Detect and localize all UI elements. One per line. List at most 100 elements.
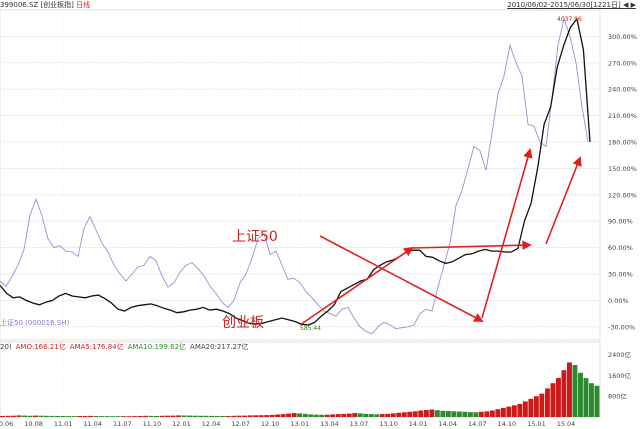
volume-bar	[379, 414, 385, 417]
volume-bar	[401, 412, 407, 417]
x-tick-label: 13.10	[379, 420, 398, 428]
x-tick-label: 13.07	[350, 420, 369, 428]
volume-bar	[209, 415, 215, 417]
ama10-legend: AMA10:199.62亿	[127, 343, 187, 351]
volume-bar	[385, 413, 391, 417]
volume-bar	[192, 415, 198, 417]
volume-bar	[110, 416, 115, 417]
volume-bar	[165, 415, 170, 417]
x-tick-label: 11.07	[113, 420, 132, 428]
volume-bar	[572, 365, 578, 417]
nav-left-icon[interactable]: ◀	[622, 1, 629, 9]
y-tick-label: 150.00%	[608, 165, 637, 173]
y-tick-label: 60.00%	[608, 244, 633, 252]
volume-bar	[396, 412, 402, 417]
volume-bar	[352, 413, 358, 417]
date-range-header: 2010/06/02-2015/06/30[1221日] ◀ ▶	[507, 0, 636, 10]
volume-bar	[187, 415, 193, 417]
x-tick-label: 12.04	[202, 420, 221, 428]
volume-bar	[225, 416, 231, 417]
volume-bar	[154, 416, 159, 417]
volume-bar	[578, 372, 583, 417]
period-label[interactable]: 日线	[76, 1, 91, 9]
chart-header: 399006.SZ [创业板指] 日线	[0, 0, 90, 10]
volume-bar	[132, 416, 137, 417]
volume-bar	[533, 396, 539, 417]
volume-bar	[467, 412, 473, 417]
volume-bar	[104, 416, 110, 417]
volume-bar	[49, 415, 55, 417]
volume-bar	[545, 388, 550, 417]
volume-bar	[594, 385, 600, 417]
volume-bar	[341, 413, 347, 417]
volume-bar	[280, 414, 286, 417]
y-tick-label: -30.00%	[608, 323, 635, 331]
x-tick-label: 14.01	[409, 420, 428, 428]
y-tick-label: 240.00%	[608, 86, 637, 94]
vol-legend-prefix: 20)	[0, 343, 12, 351]
volume-bar	[286, 413, 292, 417]
volume-bar	[335, 414, 341, 417]
x-tick-label: 14.10	[498, 420, 517, 428]
volume-bar	[500, 407, 506, 417]
volume-bar	[214, 416, 220, 417]
volume-bar	[368, 414, 374, 417]
volume-tick-label: 800亿	[608, 392, 627, 401]
volume-bar	[33, 415, 38, 417]
volume-bar	[583, 378, 589, 417]
x-tick-label: 11.10	[143, 420, 162, 428]
volume-bar	[60, 416, 66, 417]
volume-bar	[473, 412, 479, 417]
volume-bar	[489, 410, 495, 417]
volume-bar	[445, 411, 451, 417]
volume-bar	[159, 415, 165, 417]
volume-bar	[522, 401, 528, 417]
volume-bar	[346, 413, 352, 417]
volume-bar	[407, 411, 413, 417]
volume-bar	[412, 411, 418, 417]
volume-bar	[324, 414, 330, 417]
volume-bar	[567, 362, 572, 417]
volume-bar	[319, 414, 325, 417]
trend-arrow	[545, 156, 582, 245]
volume-bar	[269, 414, 275, 417]
volume-bar	[44, 415, 49, 417]
volume-bar	[374, 414, 380, 417]
volume-bar	[456, 411, 462, 417]
volume-bar	[556, 378, 561, 417]
ama20-legend: AMA20:217.27亿	[190, 343, 249, 351]
volume-bar	[148, 415, 154, 417]
x-tick-label: 14.07	[468, 420, 487, 428]
volume-legend: 20) AMO:166.21亿 AMA5:176.84亿 AMA10:199.62亿 A…	[0, 342, 252, 352]
x-tick-label: 13.01	[290, 420, 309, 428]
y-tick-label: 270.00%	[608, 59, 637, 67]
volume-bar	[308, 414, 314, 417]
volume-bar	[418, 410, 424, 417]
x-tick-label: 13.04	[320, 420, 339, 428]
volume-bar	[390, 413, 396, 417]
volume-bar	[55, 416, 60, 417]
x-tick-label: 15.04	[557, 420, 576, 428]
security-code: 399006.SZ	[0, 1, 39, 9]
volume-bar	[82, 416, 88, 417]
volume-bar	[363, 413, 369, 417]
compare-legend: 上证50 (000016.SH)	[0, 319, 70, 327]
x-tick-label: 11.01	[54, 420, 73, 428]
x-tick-label: 11.04	[83, 420, 102, 428]
y-tick-label: 180.00%	[608, 139, 637, 147]
volume-bar	[517, 404, 523, 417]
volume-bar	[434, 410, 440, 417]
volume-bar	[115, 416, 121, 417]
volume-bar	[203, 415, 209, 417]
volume-bar	[297, 413, 303, 417]
volume-bar	[539, 393, 545, 417]
volume-bar	[236, 415, 242, 417]
volume-bar	[357, 413, 363, 417]
low-label: 585.44	[300, 325, 321, 332]
trend-arrow	[411, 240, 532, 250]
volume-bar	[11, 415, 16, 417]
nav-right-icon[interactable]: ▶	[630, 1, 636, 9]
y-tick-label: 30.00%	[608, 271, 633, 279]
volume-bar	[440, 410, 446, 417]
